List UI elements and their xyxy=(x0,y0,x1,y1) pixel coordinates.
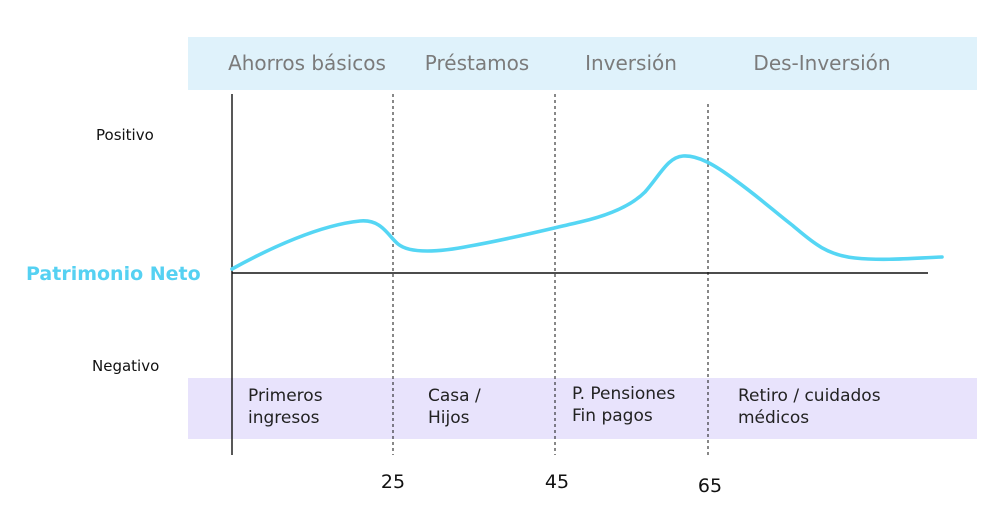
age-label-65: 65 xyxy=(697,475,723,497)
positive-label: Positivo xyxy=(96,126,154,144)
phase-label-basic-savings: Ahorros básicos xyxy=(228,51,386,75)
negative-label: Negativo xyxy=(92,357,160,375)
age-label-25: 25 xyxy=(380,471,406,493)
event-label-house-children: Casa / Hijos xyxy=(428,385,481,429)
net-worth-label: Patrimonio Neto xyxy=(26,263,201,285)
phase-band xyxy=(188,37,977,90)
event-line: Fin pagos xyxy=(572,406,653,426)
event-label-retirement: Retiro / cuidados médicos xyxy=(738,385,881,429)
event-band xyxy=(188,378,977,439)
event-line: Retiro / cuidados xyxy=(738,386,881,406)
event-label-pensions: P. Pensiones Fin pagos xyxy=(572,383,675,427)
event-line: ingresos xyxy=(248,408,320,428)
event-line: médicos xyxy=(738,408,810,428)
age-label-45: 45 xyxy=(544,471,570,493)
phase-label-investment: Inversión xyxy=(585,51,677,75)
event-line: Hijos xyxy=(428,408,470,428)
event-line: P. Pensiones xyxy=(572,384,676,404)
event-line: Primeros xyxy=(248,386,323,406)
phase-label-disinvestment: Des-Inversión xyxy=(753,51,891,75)
net-worth-curve xyxy=(230,154,944,271)
event-label-first-income: Primeros ingresos xyxy=(248,385,323,429)
phase-label-loans: Préstamos xyxy=(424,51,530,75)
event-line: Casa / xyxy=(428,386,481,406)
